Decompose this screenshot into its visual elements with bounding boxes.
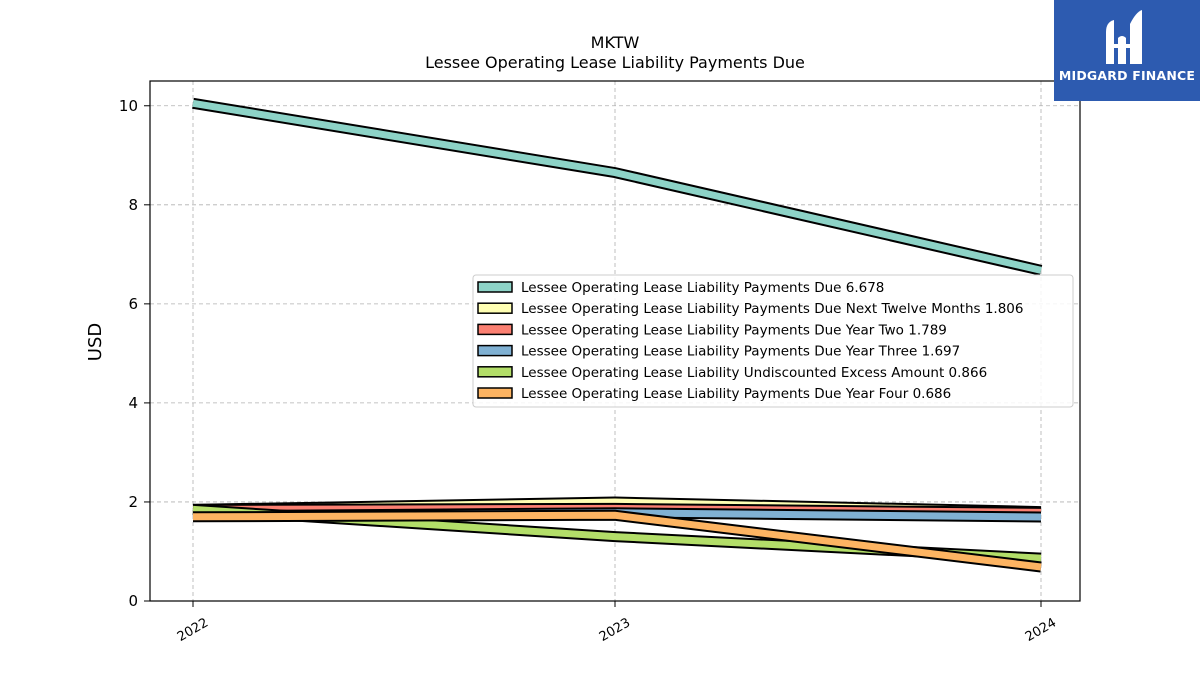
series-lines — [192, 97, 1043, 573]
legend-swatch — [477, 344, 513, 357]
legend: Lessee Operating Lease Liability Payment… — [472, 274, 1074, 408]
legend-entry: Lessee Operating Lease Liability Payment… — [521, 386, 951, 402]
legend-swatch — [477, 302, 513, 314]
series-line — [192, 99, 1042, 274]
legend-box — [472, 274, 1074, 408]
logo: MIDGARD FINANCE — [1054, 0, 1200, 101]
y-axis: 0 2 4 6 8 10 — [119, 97, 150, 610]
chart-title: MKTW — [591, 33, 640, 52]
legend-swatch — [477, 387, 513, 399]
y-tick-label: 8 — [128, 196, 138, 214]
y-tick-label: 0 — [128, 592, 138, 610]
y-tick-label: 6 — [128, 295, 138, 313]
logo-text: MIDGARD FINANCE — [1058, 68, 1196, 83]
legend-entry: Lessee Operating Lease Liability Payment… — [521, 301, 1023, 317]
x-tick-label: 2024 — [1023, 615, 1059, 645]
legend-entry: Lessee Operating Lease Liability Payment… — [521, 344, 960, 360]
x-tick-label: 2023 — [597, 615, 633, 645]
legend-entry: Lessee Operating Lease Liability Payment… — [521, 280, 884, 296]
midgard-logo-icon — [1106, 10, 1142, 64]
y-tick-label: 4 — [128, 394, 138, 412]
x-tick-label: 2022 — [175, 615, 211, 645]
legend-swatch — [477, 323, 513, 336]
legend-swatch — [477, 366, 513, 378]
legend-entry: Lessee Operating Lease Liability Undisco… — [521, 365, 987, 381]
y-tick-label: 2 — [128, 493, 138, 511]
legend-swatch — [477, 281, 513, 293]
series-line-outline — [192, 97, 1043, 276]
y-axis-label: USD — [85, 323, 106, 361]
chart-subtitle: Lessee Operating Lease Liability Payment… — [425, 53, 805, 72]
x-axis: 2022 2023 2024 — [175, 601, 1059, 645]
series-line — [192, 511, 1042, 571]
legend-entry: Lessee Operating Lease Liability Payment… — [521, 322, 947, 338]
y-tick-label: 10 — [119, 97, 138, 115]
